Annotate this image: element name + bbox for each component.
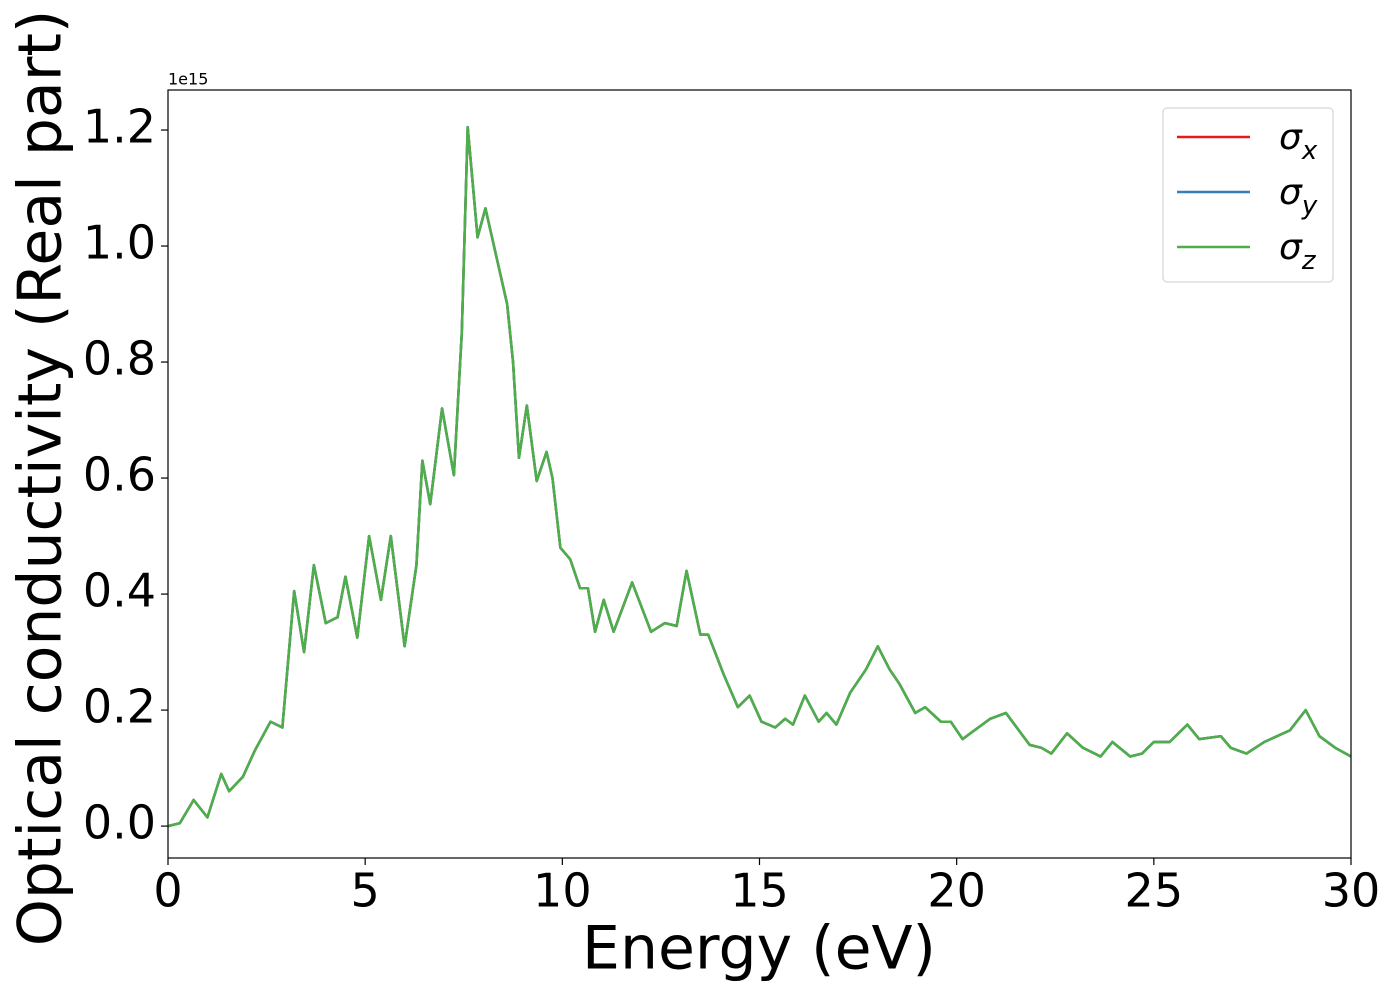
x-axis-label: Energy (eV) bbox=[582, 914, 936, 984]
x-tick-label: 30 bbox=[1322, 864, 1381, 918]
y-tick-label: 0.4 bbox=[83, 564, 156, 618]
legend-label: σx bbox=[1279, 117, 1318, 166]
y-tick-label: 1.2 bbox=[83, 100, 156, 154]
x-tick-label: 0 bbox=[153, 864, 182, 918]
series-line bbox=[167, 125, 1352, 828]
y-axis-label: Optical conductivity (Real part) bbox=[6, 10, 76, 947]
x-tick-label: 10 bbox=[533, 864, 592, 918]
legend-box bbox=[1162, 107, 1334, 283]
legend-label: σz bbox=[1279, 227, 1317, 276]
y-tick-label: 0.8 bbox=[83, 332, 156, 386]
y-tick-label: 0.6 bbox=[83, 448, 156, 502]
offset-label: 1e15 bbox=[168, 70, 208, 89]
x-tick-label: 5 bbox=[351, 864, 380, 918]
legend: σx σy σz bbox=[1162, 107, 1334, 283]
plot-frame bbox=[167, 89, 1352, 859]
x-tick-label: 25 bbox=[1125, 864, 1184, 918]
y-tick-label: 0.0 bbox=[83, 796, 156, 850]
y-tick-label: 0.2 bbox=[83, 680, 156, 734]
x-tick-label: 20 bbox=[927, 864, 986, 918]
y-tick-label: 1.0 bbox=[83, 216, 156, 270]
x-tick-label: 15 bbox=[730, 864, 789, 918]
legend-label: σy bbox=[1279, 172, 1318, 221]
